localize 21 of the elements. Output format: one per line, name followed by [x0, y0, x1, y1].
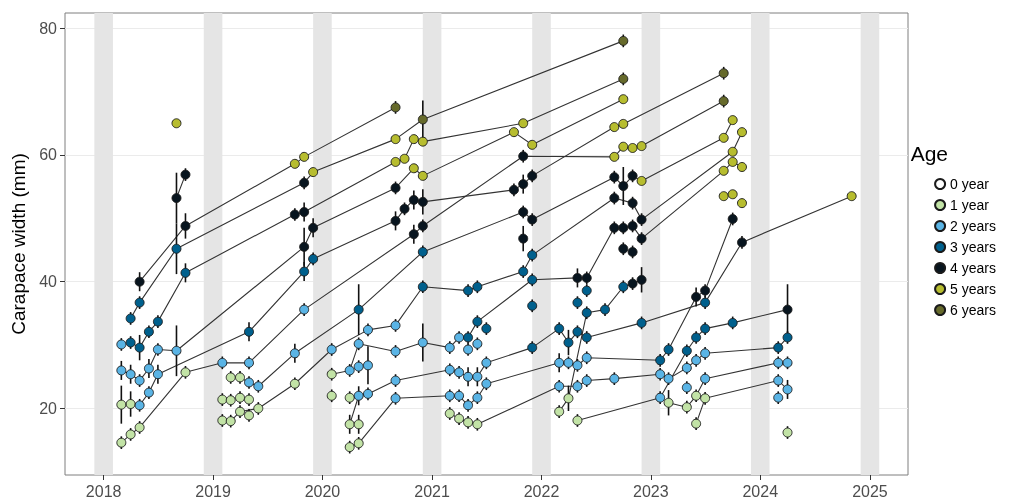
x-tick-label: 2022: [523, 482, 560, 500]
x-tick-label: 2019: [195, 482, 231, 500]
y-tick-label: 80: [39, 19, 58, 37]
x-tick-label: 2023: [633, 482, 669, 500]
x-tick-label: 2018: [85, 482, 122, 500]
legend-label: 1 year: [950, 197, 990, 213]
legend-label: 5 years: [950, 281, 997, 297]
x-tick-label: 2020: [304, 482, 341, 500]
y-tick-label: 40: [39, 273, 58, 291]
x-tick-label: 2024: [742, 482, 779, 500]
legend-label: 6 years: [950, 302, 997, 318]
legend-label: 3 years: [950, 239, 997, 255]
x-tick-label: 2025: [852, 482, 888, 500]
y-axis-title: Carapace width (mm): [8, 153, 30, 335]
legend-title: Age: [910, 142, 949, 165]
legend-label: 0 year: [950, 176, 990, 192]
y-tick-label: 20: [39, 399, 58, 417]
legend-label: 2 years: [950, 218, 997, 234]
x-tick-label: 2021: [414, 482, 451, 500]
y-tick-label: 60: [39, 146, 58, 164]
legend-label: 4 years: [950, 260, 997, 276]
